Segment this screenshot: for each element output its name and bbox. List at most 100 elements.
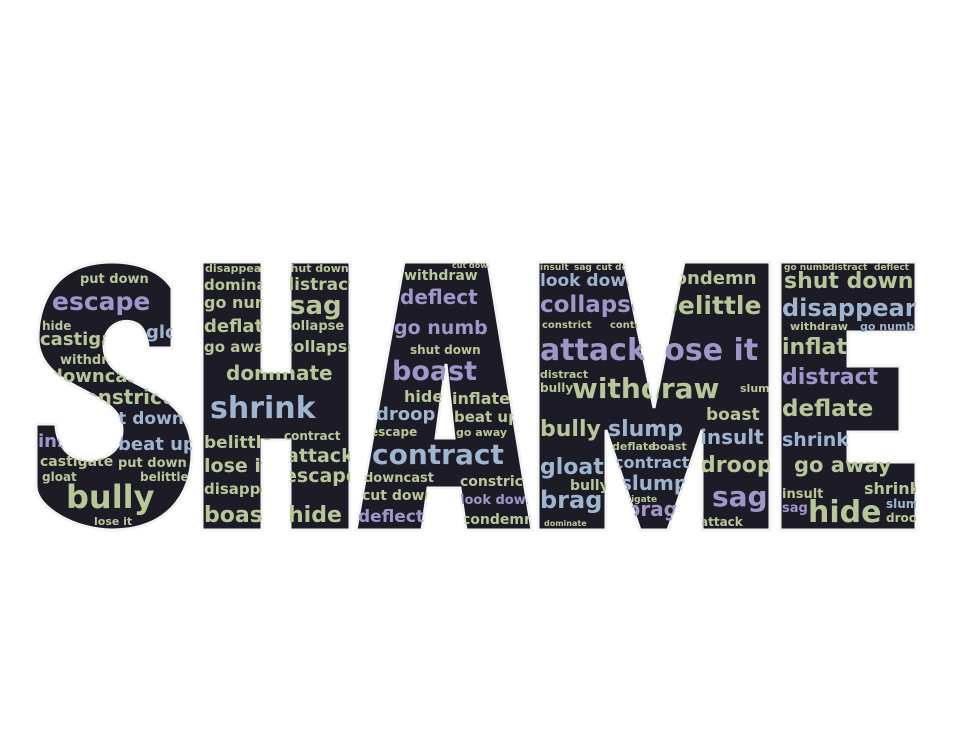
word: go numb — [394, 317, 488, 339]
word: constrict — [460, 474, 530, 490]
word: look down — [540, 271, 638, 291]
word: shut down — [410, 343, 481, 357]
word: escape — [284, 465, 359, 487]
letter-e: go numb distract deflect shut down disap… — [778, 260, 927, 532]
letter-s: put down escape hide castigate gloat wit… — [34, 260, 196, 532]
word: insult — [38, 431, 96, 452]
word: lose it — [204, 455, 270, 477]
word: condemn — [664, 268, 757, 289]
word: belittle — [660, 291, 761, 320]
word: contract — [610, 320, 657, 331]
word: insult — [782, 487, 823, 502]
word: cut down — [596, 263, 643, 273]
word: deflate — [782, 396, 873, 422]
word: escape — [370, 425, 417, 439]
word: go away — [456, 426, 507, 439]
word: cut down — [96, 409, 184, 429]
word: collapse — [284, 337, 358, 356]
letter-s-shape — [34, 260, 194, 532]
word: disappear — [782, 294, 917, 322]
word: constrict — [72, 385, 172, 409]
word: lose it — [654, 333, 758, 368]
word: condemn — [462, 512, 534, 528]
letter-h-shape — [200, 260, 352, 532]
word: deflect — [874, 263, 910, 273]
word: deflect — [400, 285, 478, 309]
letter-m-shape — [536, 260, 772, 532]
word: slump — [740, 382, 778, 395]
word: downcast — [50, 366, 147, 387]
word: distract — [782, 365, 879, 390]
word: slump — [620, 471, 688, 495]
word: dominate — [204, 276, 284, 294]
word: bully — [540, 417, 601, 442]
word: downcast — [364, 471, 434, 486]
word: insult — [540, 263, 569, 273]
word: put down — [80, 272, 149, 287]
word: inflate — [782, 335, 862, 360]
word: belittle — [204, 433, 273, 453]
word: droop — [700, 453, 773, 478]
word: sag — [712, 480, 768, 513]
word: cut down — [362, 488, 434, 504]
word: boast — [706, 405, 760, 425]
word: cut down — [452, 261, 494, 270]
word: constrict — [542, 320, 592, 331]
word: bully — [570, 478, 609, 494]
word: go numb — [204, 293, 283, 312]
letter-m: insult sag cut down look down condemn co… — [536, 260, 778, 532]
word: distract — [828, 263, 868, 273]
word: collapse — [540, 292, 646, 318]
word: bully — [540, 381, 573, 395]
word: boast — [652, 440, 687, 453]
word: belittle — [140, 470, 189, 484]
word: shrink — [782, 429, 849, 451]
word: withdraw — [404, 268, 478, 284]
word: slump — [608, 417, 683, 442]
word: sag — [782, 501, 808, 516]
letter-a-shape — [354, 260, 534, 532]
word: hide — [42, 319, 71, 333]
word: shut down — [284, 262, 349, 275]
word: look down — [460, 493, 535, 508]
word: distract — [540, 368, 588, 381]
word: attack — [700, 515, 744, 529]
word: shrink — [210, 391, 317, 426]
word: droop — [886, 511, 926, 525]
word: go away — [794, 453, 892, 477]
word: droop — [376, 404, 435, 425]
word: hide — [808, 495, 881, 530]
word: shut down — [784, 269, 913, 294]
letter-a: cut down withdraw deflect go numb shut d… — [354, 260, 535, 532]
word: brag — [540, 486, 602, 514]
word: contract — [284, 429, 341, 443]
word: lose it — [94, 515, 132, 528]
word: deflate — [612, 440, 656, 453]
word: bully — [66, 478, 155, 516]
letter-e-shape — [778, 260, 918, 532]
word: hide — [288, 503, 342, 528]
word: sag — [290, 291, 342, 321]
word: sag — [574, 263, 592, 273]
word: put down — [118, 456, 187, 471]
word: beat up — [454, 408, 519, 426]
word: dominate — [226, 361, 333, 385]
word: hide — [404, 387, 443, 406]
word: attack — [540, 333, 648, 368]
word: attack — [286, 445, 354, 467]
word: distract — [282, 275, 356, 295]
word: castigate — [40, 329, 134, 350]
letter-h: disappear shut down dominate distract go… — [200, 260, 359, 532]
word: disappear — [204, 480, 289, 498]
word: deflate — [204, 316, 275, 337]
word: deflect — [358, 507, 424, 527]
word: escape — [52, 287, 150, 316]
word: slump — [886, 497, 927, 511]
word: inflate — [452, 389, 510, 408]
word: withdraw — [790, 320, 848, 333]
word: collapse — [284, 319, 344, 334]
word: contract — [372, 438, 504, 471]
word: beat up — [118, 434, 196, 455]
word: dominate — [544, 519, 587, 528]
